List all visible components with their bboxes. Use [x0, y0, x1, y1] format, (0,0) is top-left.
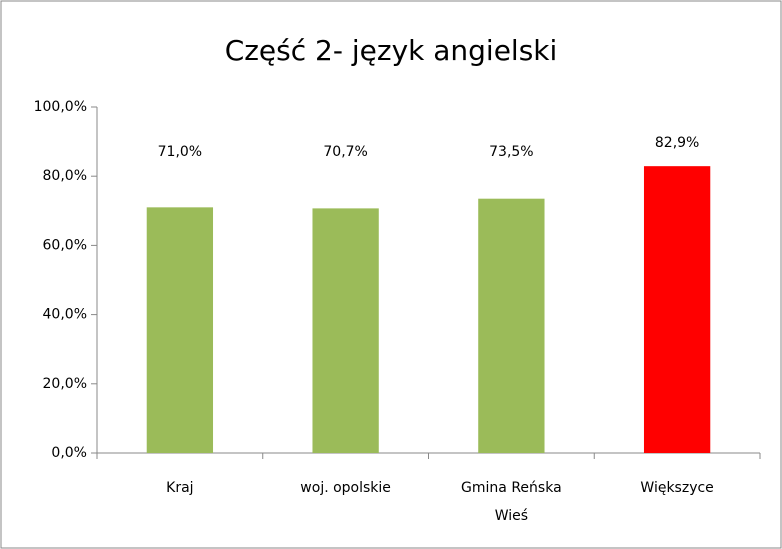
- value-label: 71,0%: [158, 144, 202, 160]
- value-label: 70,7%: [323, 144, 367, 160]
- y-tick-label: 40,0%: [43, 307, 87, 323]
- y-tick-label: 80,0%: [43, 168, 87, 184]
- value-label: 82,9%: [655, 135, 699, 151]
- value-label: 73,5%: [489, 144, 533, 160]
- x-tick-label: Gmina Reńska Wieś: [461, 480, 562, 524]
- bar: [312, 208, 379, 453]
- bar: [478, 198, 545, 453]
- chart-title: Część 2- język angielski: [225, 34, 558, 67]
- x-tick-label: woj. opolskie: [300, 480, 391, 496]
- y-tick-label: 100,0%: [34, 99, 87, 115]
- y-tick-label: 20,0%: [43, 376, 87, 392]
- bar: [643, 166, 711, 453]
- y-tick-label: 0,0%: [51, 445, 87, 461]
- y-tick-label: 60,0%: [43, 237, 87, 253]
- x-tick-label: Większyce: [640, 480, 714, 496]
- x-tick-label: Kraj: [166, 480, 194, 496]
- bar: [146, 207, 214, 453]
